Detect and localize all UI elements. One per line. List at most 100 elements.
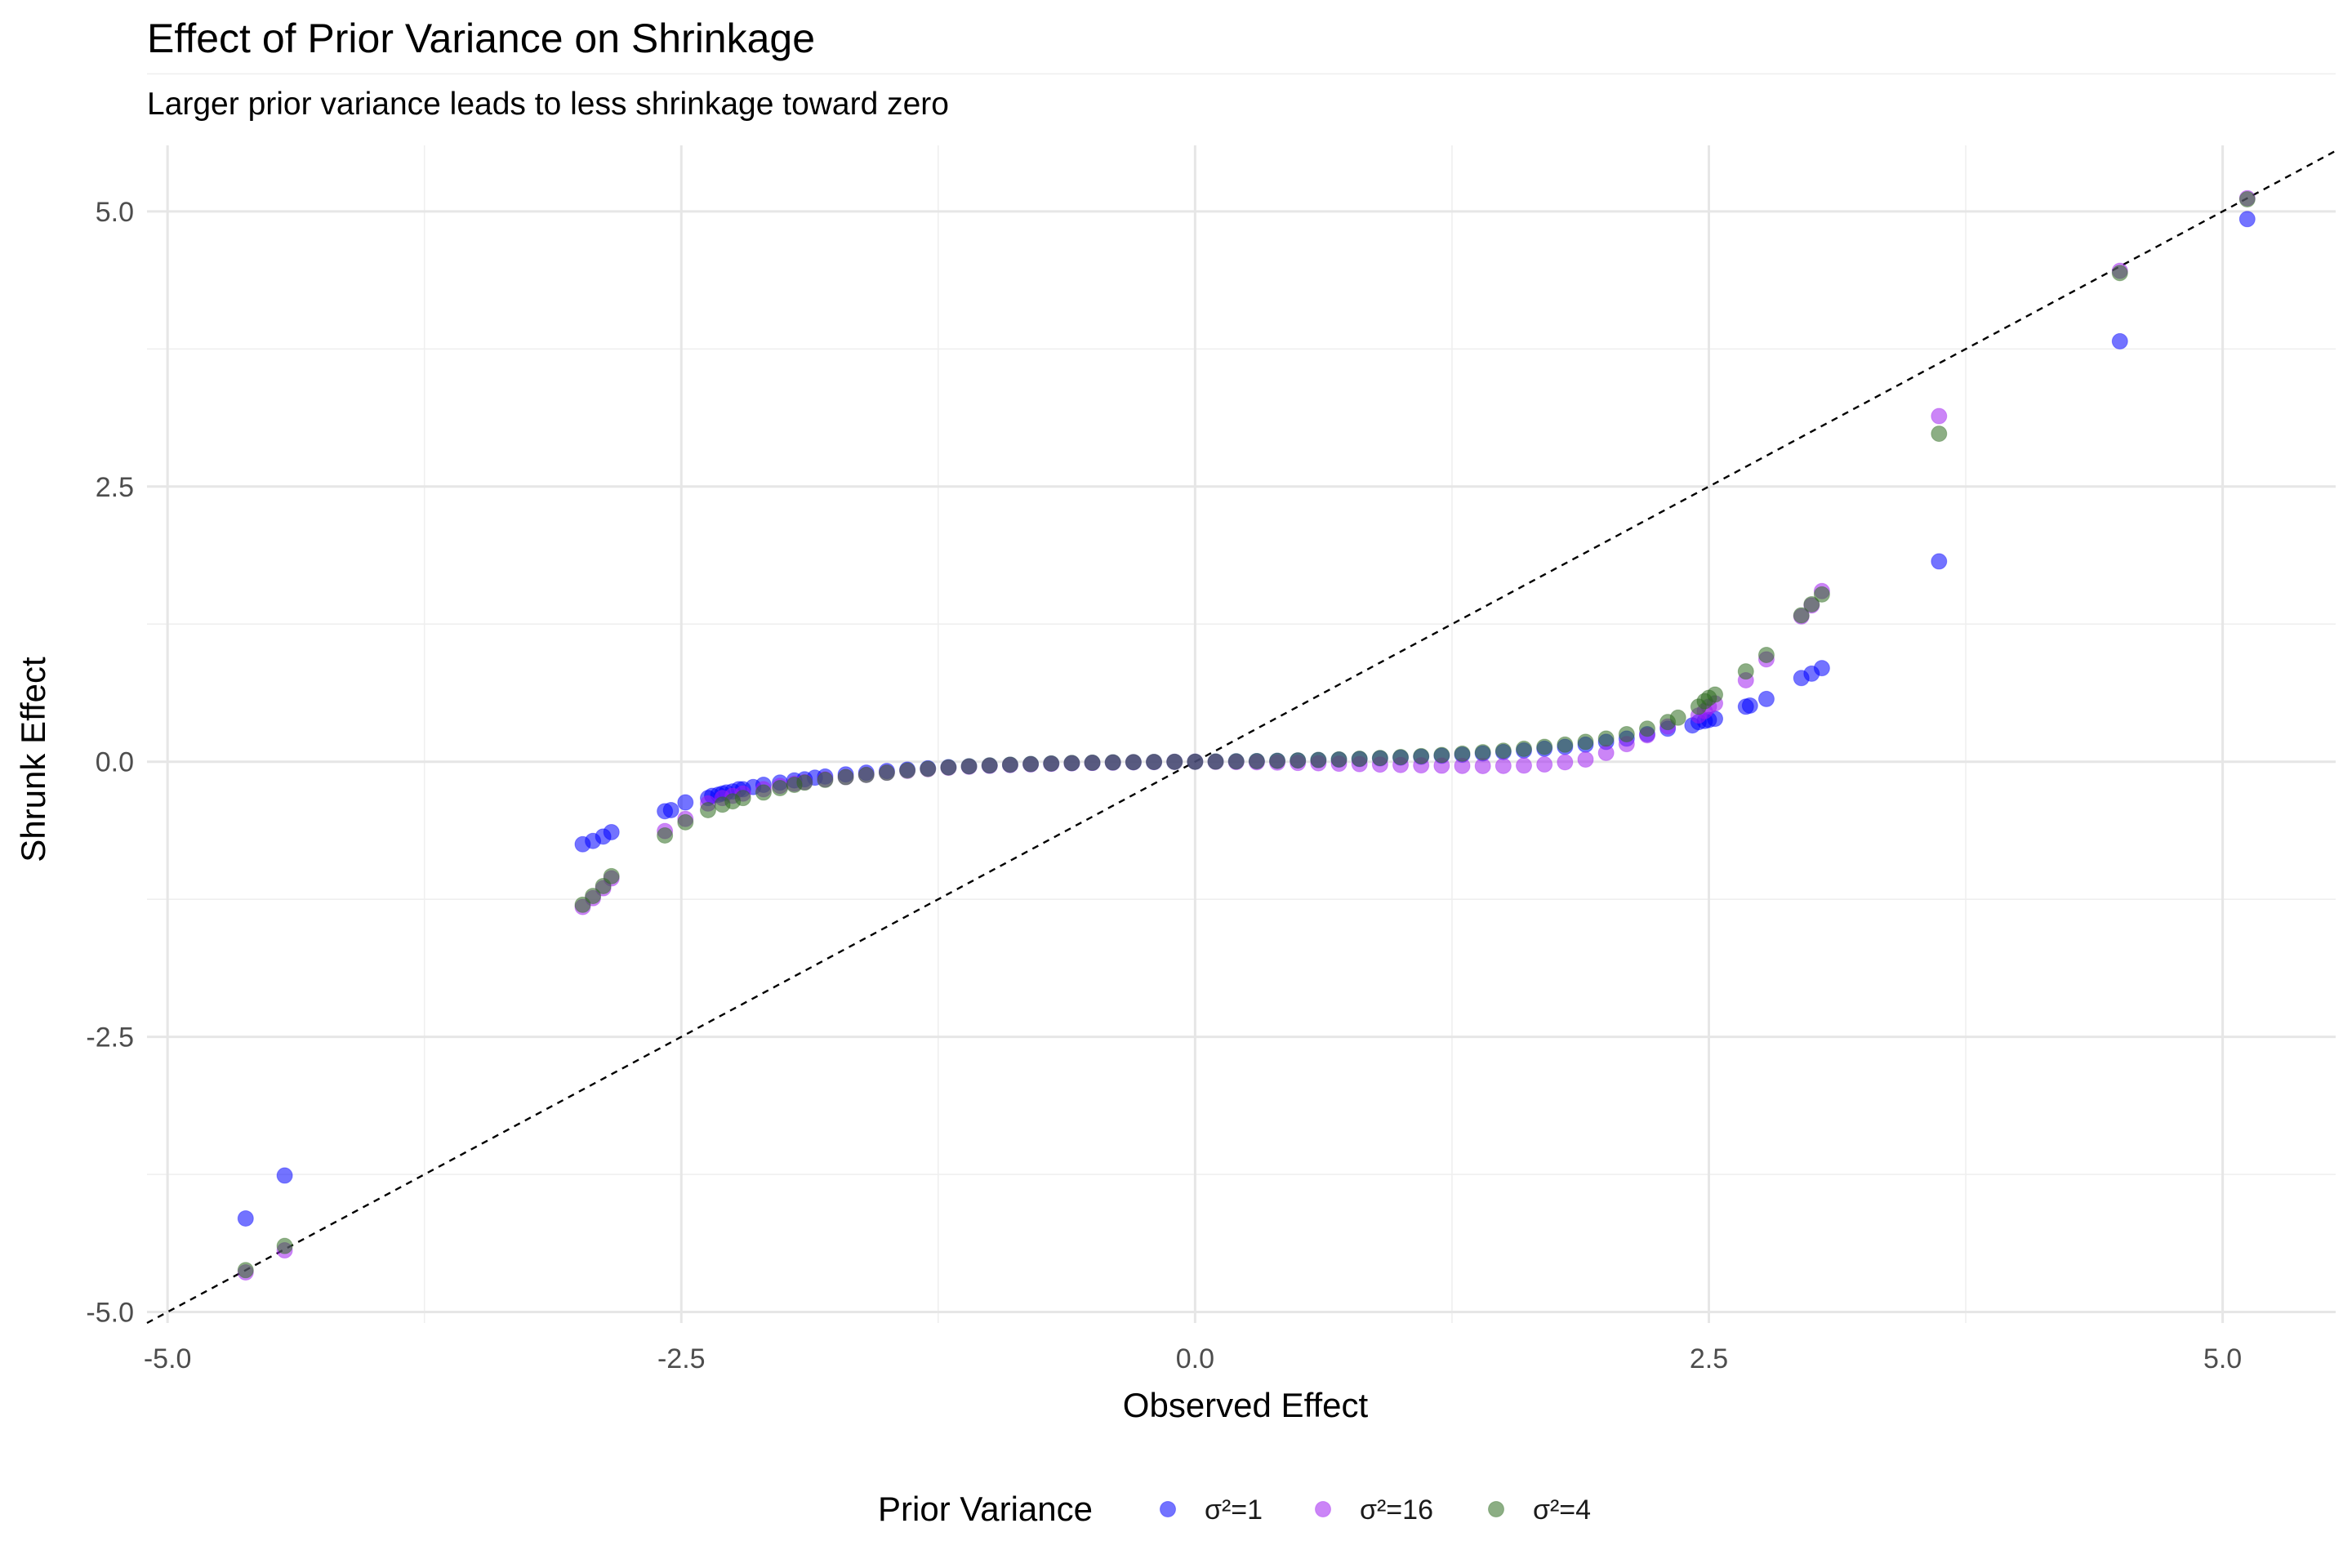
x-tick-label: -5.0 <box>144 1343 192 1374</box>
y-axis-ticks: -5.0 -2.5 0.0 2.5 5.0 <box>86 197 134 1329</box>
data-point <box>1125 754 1142 771</box>
data-point <box>1557 754 1574 771</box>
data-point <box>677 813 694 831</box>
x-tick-label: -2.5 <box>657 1343 706 1374</box>
data-point <box>1494 742 1512 760</box>
data-point <box>1104 754 1121 771</box>
chart-subtitle: Larger prior variance leads to less shri… <box>147 87 949 122</box>
legend-key-0 <box>1160 1501 1176 1517</box>
data-point <box>1577 733 1594 751</box>
identity-line <box>146 149 2336 1325</box>
data-point <box>1931 425 1948 443</box>
y-tick-label: -5.0 <box>86 1298 134 1329</box>
data-point <box>1063 755 1080 772</box>
data-point <box>1207 753 1224 770</box>
data-points <box>237 189 2256 1281</box>
data-point <box>2238 211 2256 228</box>
data-point <box>1597 744 1615 761</box>
data-point <box>1494 757 1512 774</box>
series-0 <box>237 211 2256 1227</box>
data-point <box>1516 757 1533 774</box>
legend-label-2: σ²=4 <box>1533 1494 1591 1526</box>
data-point <box>1413 747 1430 764</box>
data-point <box>960 758 978 775</box>
data-point <box>1474 757 1491 774</box>
data-point <box>1931 408 1948 425</box>
data-point <box>1536 756 1553 773</box>
data-point <box>1707 686 1724 703</box>
legend-label-0: σ²=1 <box>1205 1494 1263 1526</box>
data-point <box>878 764 895 782</box>
data-point <box>1166 753 1183 770</box>
data-point <box>657 826 674 844</box>
legend: Prior Variance σ²=1 σ²=16 σ²=4 <box>878 1490 1591 1528</box>
x-axis-ticks: -5.0 -2.5 0.0 2.5 5.0 <box>144 1343 2242 1374</box>
data-point <box>1084 754 1101 771</box>
data-point <box>837 768 854 786</box>
data-point <box>940 759 957 776</box>
data-point <box>1187 753 1204 770</box>
data-point <box>1227 753 1245 770</box>
data-point <box>858 766 875 783</box>
y-tick-label: 0.0 <box>96 747 134 778</box>
data-point <box>2111 332 2128 350</box>
data-point <box>1392 749 1410 766</box>
data-point <box>237 1209 254 1227</box>
data-point <box>1536 738 1553 755</box>
data-point <box>1557 736 1574 753</box>
data-point <box>1577 751 1594 768</box>
data-point <box>662 801 679 818</box>
data-point <box>1813 586 1830 603</box>
grid <box>147 73 2336 1323</box>
data-point <box>1597 730 1615 747</box>
data-point <box>603 867 620 884</box>
data-point <box>1474 744 1491 761</box>
data-point <box>1454 745 1471 762</box>
data-point <box>899 762 916 779</box>
data-point <box>276 1167 293 1184</box>
x-tick-label: 5.0 <box>2203 1343 2242 1374</box>
data-point <box>755 784 772 801</box>
legend-key-1 <box>1315 1501 1331 1517</box>
data-point <box>1931 553 1948 570</box>
data-point <box>734 790 751 807</box>
data-point <box>699 801 716 818</box>
x-tick-label: 2.5 <box>1690 1343 1728 1374</box>
y-tick-label: 2.5 <box>96 472 134 503</box>
legend-title: Prior Variance <box>878 1490 1093 1528</box>
chart-title: Effect of Prior Variance on Shrinkage <box>147 16 815 61</box>
y-axis-title: Shrunk Effect <box>14 657 52 862</box>
data-point <box>1669 709 1686 726</box>
data-point <box>276 1237 293 1254</box>
data-point <box>796 774 813 791</box>
data-point <box>981 757 998 774</box>
data-point <box>1737 663 1754 680</box>
legend-label-1: σ²=16 <box>1360 1494 1433 1526</box>
data-point <box>1757 646 1775 663</box>
data-point <box>677 794 694 811</box>
series-2 <box>237 191 2256 1279</box>
data-point <box>1516 740 1533 757</box>
data-point <box>237 1262 254 1279</box>
data-point <box>1638 720 1655 737</box>
data-point <box>1813 660 1830 677</box>
data-point <box>1433 746 1450 764</box>
data-point <box>1290 752 1307 769</box>
data-point <box>1146 753 1163 770</box>
y-tick-label: -2.5 <box>86 1022 134 1054</box>
data-point <box>574 896 591 913</box>
data-point <box>920 760 937 777</box>
x-axis-title: Observed Effect <box>1123 1386 1369 1424</box>
legend-key-2 <box>1488 1501 1504 1517</box>
data-point <box>1269 752 1286 769</box>
data-point <box>1757 690 1775 707</box>
data-point <box>1803 595 1820 612</box>
x-tick-label: 0.0 <box>1176 1343 1214 1374</box>
reference-line <box>146 149 2336 1325</box>
data-point <box>1371 750 1388 767</box>
data-point <box>1351 751 1368 768</box>
data-point <box>1310 751 1327 768</box>
data-point <box>1618 726 1635 742</box>
data-point <box>1001 756 1018 773</box>
